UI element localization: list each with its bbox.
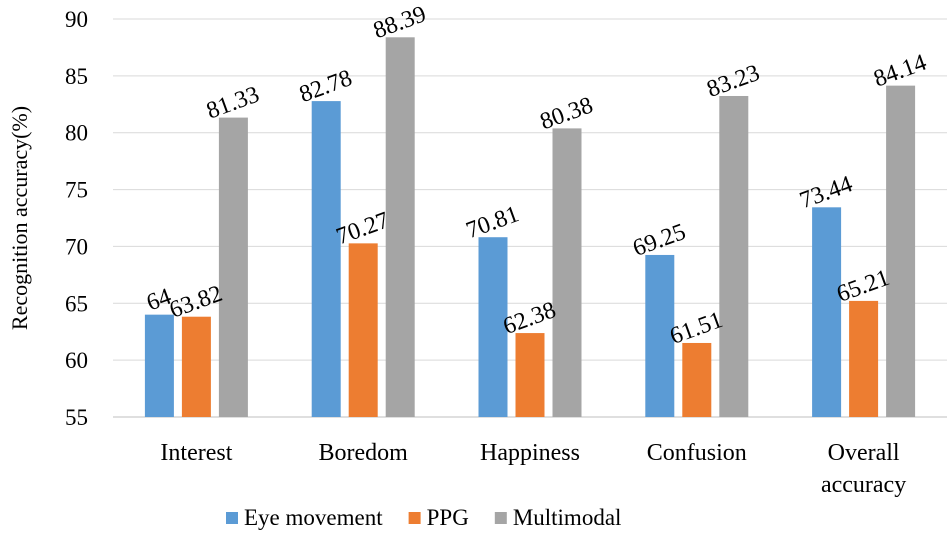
- bar: [645, 254, 675, 417]
- y-tick-label: 80: [65, 121, 88, 146]
- y-tick-label: 70: [65, 234, 88, 259]
- y-tick-label: 85: [65, 64, 88, 89]
- legend-entry: Multimodal: [513, 505, 622, 530]
- bar: [385, 37, 415, 418]
- bar: [478, 237, 508, 417]
- bar: [144, 314, 174, 417]
- bar: [311, 101, 341, 417]
- bars: [144, 37, 916, 418]
- bar: [719, 95, 749, 418]
- bar: [348, 243, 378, 417]
- x-tick-label: Interest: [160, 440, 232, 466]
- bar: [886, 85, 916, 418]
- x-tick-label: Boredom: [319, 440, 409, 466]
- legend-swatch: [226, 512, 238, 524]
- bar: [812, 207, 842, 417]
- bar: [515, 333, 545, 417]
- x-tick-label: Happiness: [480, 440, 580, 466]
- y-tick-label: 60: [65, 348, 88, 373]
- legend: Eye movement PPG Multimodal: [226, 505, 621, 530]
- legend-entry: Eye movement: [244, 505, 383, 530]
- x-tick-label: Overall: [828, 440, 900, 466]
- y-tick-label: 90: [65, 7, 88, 32]
- legend-entry: PPG: [427, 505, 469, 530]
- bar: [181, 316, 211, 417]
- bar: [218, 117, 248, 418]
- bar: [849, 300, 879, 417]
- x-axis: Interest Boredom Happiness Confusion Overall…: [160, 440, 906, 498]
- x-tick-label: Confusion: [647, 440, 747, 466]
- y-axis-label: Recognition accuracy(%): [7, 106, 32, 330]
- bar: [682, 342, 712, 417]
- y-tick-label: 65: [65, 291, 88, 316]
- gridlines: [113, 18, 947, 418]
- y-axis: 55 60 65 70 75 80 85 90: [65, 7, 88, 430]
- bar: [552, 128, 582, 418]
- legend-swatch: [408, 512, 421, 524]
- y-tick-label: 55: [65, 405, 88, 430]
- y-tick-label: 75: [65, 178, 88, 203]
- x-tick-label: accuracy: [821, 472, 906, 498]
- legend-swatch: [494, 512, 507, 524]
